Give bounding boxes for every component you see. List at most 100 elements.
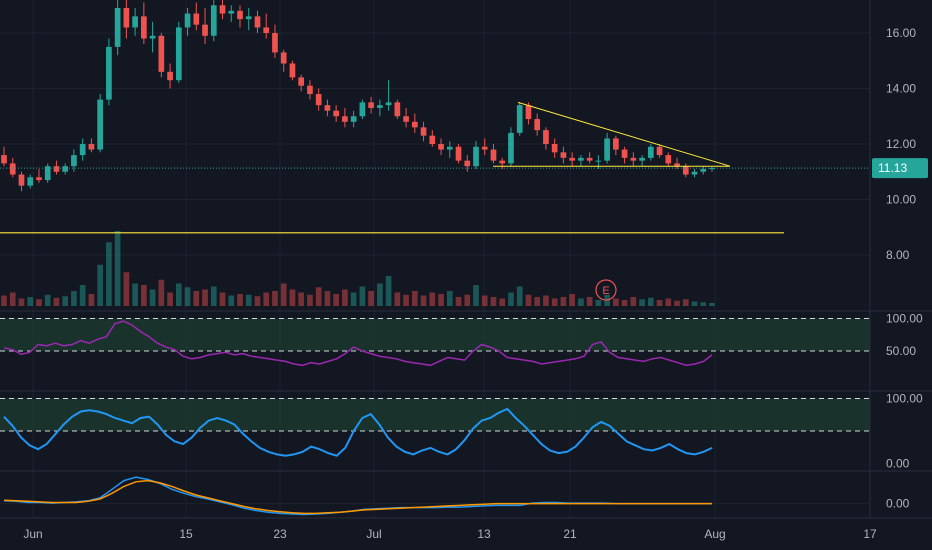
volume-bar (560, 297, 567, 306)
volume-bar (656, 300, 663, 306)
candle (551, 144, 558, 153)
volume-bar (543, 295, 549, 306)
date-tick-label: Aug (704, 527, 725, 541)
candle (516, 105, 523, 133)
candle (647, 146, 654, 158)
candle (114, 8, 121, 47)
candle (682, 166, 689, 175)
candle (490, 149, 497, 161)
candle (27, 177, 34, 186)
volume-bar (359, 286, 366, 306)
volume-bar (245, 294, 252, 306)
volume-bar (44, 294, 51, 306)
volume-bar (613, 298, 619, 306)
candle (9, 163, 16, 175)
candle (149, 35, 156, 39)
candle (315, 94, 322, 106)
osc2-tick-label: 100.00 (886, 392, 923, 406)
candle (586, 157, 593, 161)
osc3-line (3, 479, 712, 515)
candle (569, 157, 575, 161)
candle (71, 155, 77, 167)
volume-bar (289, 289, 296, 306)
volume-bar (158, 279, 165, 306)
volume-bar (97, 264, 103, 306)
volume-bar (446, 291, 453, 306)
candle (254, 16, 261, 28)
candle (237, 10, 243, 20)
volume-bar (534, 297, 541, 306)
candle (578, 157, 584, 161)
volume-bar (630, 297, 637, 306)
candle (141, 16, 147, 39)
candle (79, 144, 86, 156)
earnings-marker-icon[interactable] (595, 279, 617, 301)
candle (534, 119, 541, 131)
price-tick-label: 16.00 (886, 26, 916, 40)
price-tick-label: 12.00 (886, 137, 916, 151)
volume-bar (219, 292, 226, 306)
volume-bar (481, 295, 488, 306)
price-tick-label: 10.00 (886, 193, 916, 207)
candle (543, 130, 549, 144)
volume-bar (333, 294, 339, 306)
volume-bar (508, 292, 514, 306)
osc1-tick-label: 100.00 (886, 312, 923, 326)
candle (263, 27, 270, 33)
candle (97, 99, 103, 150)
candle (656, 146, 663, 156)
candle (36, 177, 42, 181)
osc2-tick-label: 0.00 (886, 457, 910, 471)
candle (385, 102, 392, 106)
trendline-descending (517, 101, 731, 167)
candle (429, 135, 436, 144)
date-tick-label: 21 (563, 527, 577, 541)
last-price-badge (872, 158, 928, 179)
volume-bar (184, 287, 191, 306)
candle (621, 149, 628, 158)
candle (595, 160, 602, 162)
volume-bar (438, 294, 444, 306)
candle (44, 166, 51, 181)
volume-bar (324, 291, 331, 306)
date-tick-label: 23 (273, 527, 287, 541)
volume-bar (149, 289, 156, 306)
candle (158, 35, 165, 72)
candle (674, 163, 680, 167)
volume-bar (621, 300, 628, 306)
volume-bar (18, 298, 25, 306)
candle (700, 168, 707, 172)
volume-bar (411, 291, 418, 306)
volume-bar (263, 292, 270, 306)
volume-bar (403, 294, 409, 306)
candle (639, 157, 645, 161)
candle (508, 132, 514, 164)
candle (272, 33, 278, 53)
candle (167, 71, 173, 81)
volume-bar (700, 302, 707, 306)
volume-bar (490, 297, 497, 306)
candle (333, 110, 339, 117)
candle (403, 116, 409, 122)
candle (481, 146, 488, 150)
candle (630, 157, 637, 161)
volume-bar (79, 285, 86, 306)
volume-bar (665, 298, 672, 306)
candle (613, 138, 619, 150)
volume-bar (464, 294, 471, 306)
volume-bar (210, 286, 217, 306)
candle (210, 5, 217, 36)
volume-bar (106, 242, 112, 306)
volume-bar (193, 291, 200, 306)
volume-bar (237, 294, 243, 306)
volume-bar (27, 297, 34, 306)
candle (18, 174, 25, 186)
date-tick-label: 15 (179, 527, 193, 541)
candle (106, 46, 112, 100)
volume-bar (88, 294, 95, 306)
candle (525, 105, 532, 120)
volume-bar (9, 292, 16, 306)
candle (88, 144, 95, 150)
candle (280, 52, 287, 64)
